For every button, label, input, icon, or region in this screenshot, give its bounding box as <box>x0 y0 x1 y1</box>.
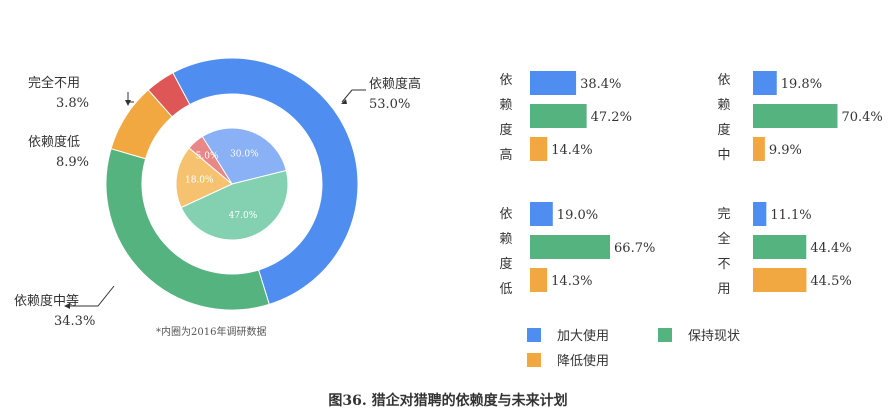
legend-swatch-decrease <box>527 352 541 367</box>
bar-none-0 <box>753 202 767 226</box>
bar-high-1 <box>530 104 587 128</box>
label-low-name: 依赖度低 <box>28 135 81 150</box>
bar-none-2 <box>753 268 807 292</box>
label-medium-value: 34.3% <box>54 314 96 329</box>
bar-high-2 <box>530 137 548 161</box>
label-high-value: 53.0% <box>369 97 411 112</box>
inner-label-none: 5.0% <box>196 151 219 161</box>
bar-label-low-1: 66.7% <box>614 241 655 256</box>
donut-slice-high <box>172 57 359 305</box>
figure-caption: 图36. 猎企对猎聘的依赖度与未来计划 <box>328 393 568 409</box>
bar-label-none-1: 44.4% <box>810 241 851 256</box>
bar-low-0 <box>530 202 553 226</box>
group-label-medium: 依赖度中 <box>717 73 731 163</box>
bar-label-low-0: 19.0% <box>557 208 598 223</box>
leader-line-high <box>341 89 366 103</box>
legend-item-keep: 保持现状 <box>658 325 740 344</box>
inner-slice-none <box>188 135 233 185</box>
legend-label-decrease: 降低使用 <box>557 354 610 369</box>
inner-label-medium: 47.0% <box>229 211 258 221</box>
label-none: 完全不用 3.8% <box>28 74 89 114</box>
bar-label-low-2: 14.3% <box>551 274 592 289</box>
label-low-value: 8.9% <box>56 155 90 170</box>
legend-item-increase: 加大使用 <box>527 325 609 344</box>
bar-label-medium-2: 9.9% <box>769 143 802 158</box>
label-medium-name: 依赖度中等 <box>14 294 80 309</box>
bar-label-high-1: 47.2% <box>591 110 632 125</box>
label-medium: 依赖度中等 34.3% <box>14 292 95 332</box>
label-low: 依赖度低 8.9% <box>28 133 89 173</box>
leader-arrow-medium <box>64 303 70 309</box>
bar-label-medium-1: 70.4% <box>841 110 882 125</box>
label-none-value: 3.8% <box>56 96 90 111</box>
bar-label-high-2: 14.4% <box>551 143 592 158</box>
group-label-high: 依赖度高 <box>499 73 513 163</box>
bar-medium-2 <box>753 137 765 161</box>
inner-label-high: 30.0% <box>230 149 259 159</box>
bar-high-0 <box>530 71 577 95</box>
bar-low-2 <box>530 268 548 292</box>
leader-line-medium <box>68 285 115 307</box>
bar-low-1 <box>530 235 611 259</box>
donut-slice-medium <box>105 148 270 311</box>
legend-label-increase: 加大使用 <box>557 329 610 344</box>
bar-none-1 <box>753 235 807 259</box>
group-label-low: 依赖度低 <box>499 207 513 297</box>
inner-slice-medium <box>180 169 289 241</box>
label-high: 依赖度高 53.0% <box>369 75 421 115</box>
inner-slice-low <box>175 147 233 209</box>
label-high-name: 依赖度高 <box>369 77 422 92</box>
leader-arrow-high <box>341 99 347 104</box>
bar-medium-0 <box>753 71 777 95</box>
inner-label-low: 18.0% <box>185 176 214 186</box>
bar-label-none-2: 44.5% <box>810 274 851 289</box>
bar-label-high-0: 38.4% <box>580 77 621 92</box>
legend-swatch-increase <box>527 327 541 342</box>
bar-label-none-0: 11.1% <box>770 208 811 223</box>
legend-item-decrease: 降低使用 <box>527 350 609 369</box>
leader-arrow-none <box>125 100 131 106</box>
donut-slice-none <box>147 72 191 118</box>
legend-label-keep: 保持现状 <box>688 329 741 344</box>
label-none-name: 完全不用 <box>28 76 81 91</box>
bar-medium-1 <box>753 104 838 128</box>
bar-label-medium-0: 19.8% <box>781 77 822 92</box>
footnote: *内圈为2016年调研数据 <box>156 327 267 338</box>
legend-swatch-keep <box>658 327 672 342</box>
group-label-none: 完全不用 <box>717 207 731 297</box>
